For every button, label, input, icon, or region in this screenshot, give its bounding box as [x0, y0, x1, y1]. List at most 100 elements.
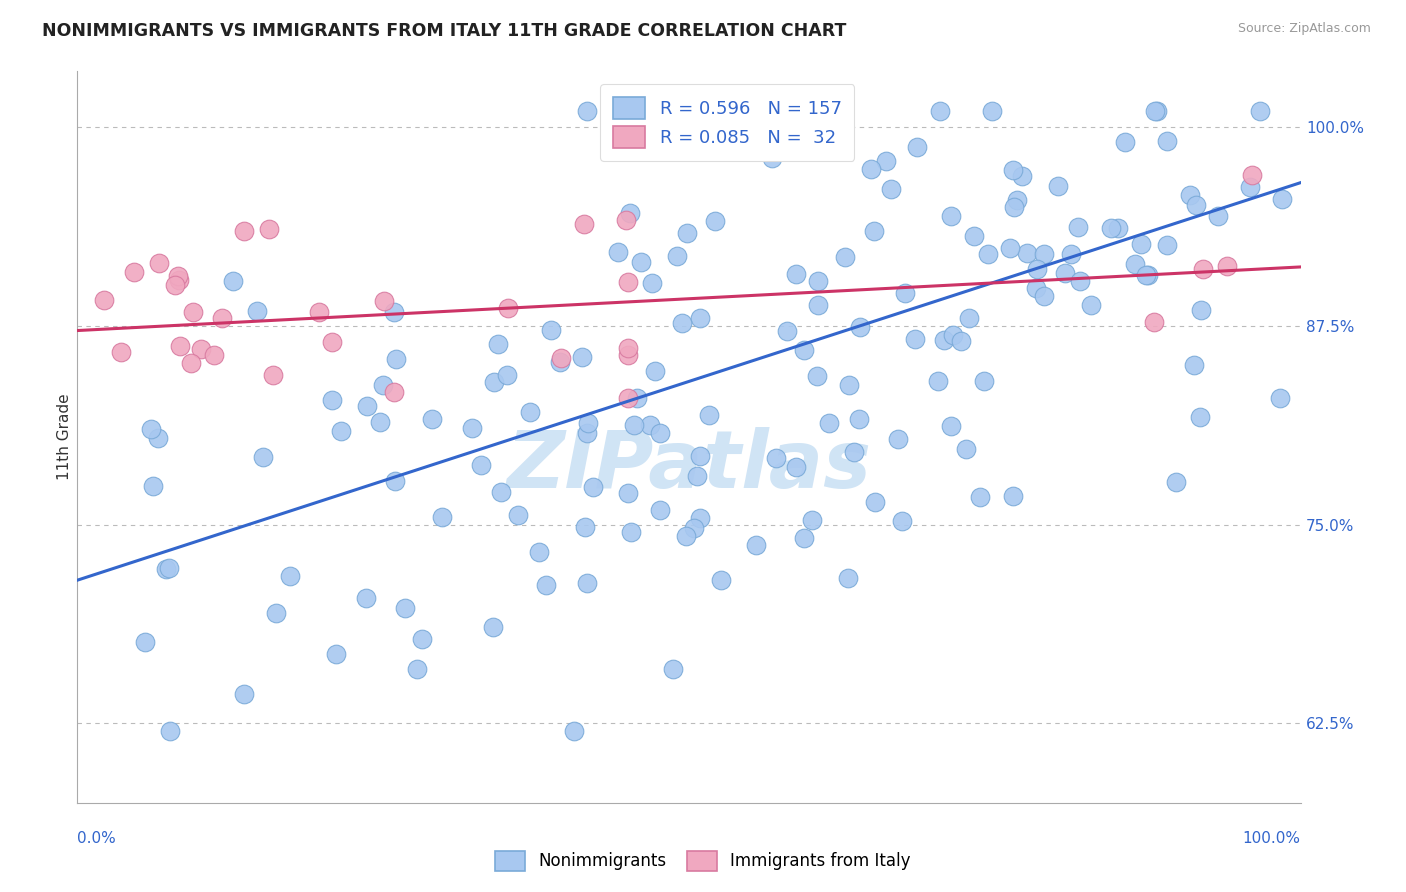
- Point: [863, 495, 886, 509]
- Point: [167, 268, 190, 283]
- Point: [1002, 489, 1025, 503]
- Point: [356, 399, 378, 413]
- Point: [1011, 169, 1033, 183]
- Point: [1208, 209, 1230, 223]
- Point: [1114, 135, 1136, 149]
- Point: [550, 354, 572, 368]
- Point: [575, 104, 598, 119]
- Point: [1180, 187, 1202, 202]
- Point: [1135, 268, 1157, 282]
- Point: [430, 510, 453, 524]
- Point: [1189, 303, 1212, 318]
- Text: NONIMMIGRANTS VS IMMIGRANTS FROM ITALY 11TH GRADE CORRELATION CHART: NONIMMIGRANTS VS IMMIGRANTS FROM ITALY 1…: [42, 22, 846, 40]
- Point: [141, 422, 163, 436]
- Point: [329, 424, 352, 438]
- Point: [969, 490, 991, 504]
- Point: [308, 305, 330, 319]
- Point: [148, 256, 170, 270]
- Point: [252, 450, 274, 464]
- Y-axis label: 11th Grade: 11th Grade: [56, 393, 72, 481]
- Point: [710, 573, 733, 587]
- Point: [665, 250, 688, 264]
- Point: [929, 104, 952, 119]
- Point: [682, 521, 704, 535]
- Point: [572, 217, 595, 231]
- Point: [562, 724, 585, 739]
- Point: [1137, 268, 1160, 283]
- Point: [491, 485, 513, 500]
- Point: [159, 724, 181, 739]
- Point: [1271, 193, 1294, 207]
- Point: [765, 451, 787, 466]
- Point: [262, 368, 284, 382]
- Point: [807, 298, 830, 312]
- Point: [863, 224, 886, 238]
- Point: [887, 432, 910, 446]
- Point: [486, 337, 509, 351]
- Point: [1143, 104, 1166, 119]
- Point: [1166, 475, 1188, 489]
- Point: [373, 294, 395, 309]
- Point: [697, 408, 720, 422]
- Point: [894, 286, 917, 301]
- Point: [859, 161, 882, 176]
- Point: [93, 293, 115, 307]
- Point: [650, 503, 672, 517]
- Point: [540, 323, 562, 337]
- Point: [942, 328, 965, 343]
- Point: [321, 393, 343, 408]
- Point: [406, 662, 429, 676]
- Point: [890, 515, 912, 529]
- Point: [797, 104, 820, 119]
- Point: [496, 301, 519, 315]
- Point: [793, 343, 815, 357]
- Point: [950, 334, 973, 348]
- Point: [650, 425, 672, 440]
- Point: [801, 514, 824, 528]
- Point: [1017, 245, 1039, 260]
- Point: [582, 480, 605, 494]
- Point: [842, 445, 865, 459]
- Point: [1250, 104, 1272, 119]
- Point: [382, 385, 405, 400]
- Point: [617, 347, 640, 361]
- Point: [1067, 220, 1090, 235]
- Point: [838, 378, 860, 392]
- Point: [1007, 193, 1029, 207]
- Point: [785, 268, 807, 282]
- Point: [1080, 298, 1102, 312]
- Point: [1129, 237, 1152, 252]
- Point: [848, 412, 870, 426]
- Point: [1270, 392, 1292, 406]
- Point: [686, 469, 709, 483]
- Point: [550, 351, 572, 365]
- Point: [233, 687, 256, 701]
- Point: [793, 531, 815, 545]
- Point: [325, 647, 347, 661]
- Point: [461, 420, 484, 434]
- Point: [142, 479, 165, 493]
- Point: [1146, 104, 1168, 119]
- Point: [1033, 247, 1056, 261]
- Point: [222, 275, 245, 289]
- Point: [157, 561, 180, 575]
- Point: [1182, 359, 1205, 373]
- Point: [619, 206, 641, 220]
- Point: [638, 418, 661, 433]
- Point: [576, 575, 599, 590]
- Point: [785, 459, 807, 474]
- Point: [257, 222, 280, 236]
- Point: [617, 391, 640, 405]
- Point: [880, 182, 903, 196]
- Point: [998, 241, 1021, 255]
- Point: [1240, 168, 1263, 182]
- Point: [506, 508, 529, 523]
- Point: [1060, 246, 1083, 260]
- Point: [385, 351, 408, 366]
- Point: [1053, 266, 1076, 280]
- Point: [1025, 262, 1047, 277]
- Point: [167, 272, 190, 286]
- Point: [233, 225, 256, 239]
- Point: [761, 151, 783, 165]
- Point: [394, 600, 416, 615]
